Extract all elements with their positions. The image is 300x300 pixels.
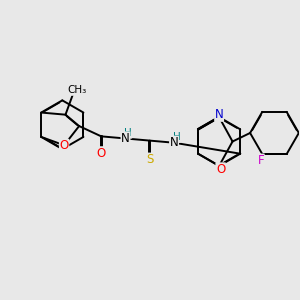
- Text: H: H: [124, 128, 132, 138]
- Text: O: O: [216, 163, 225, 176]
- Text: CH₃: CH₃: [67, 85, 86, 95]
- Text: H: H: [172, 132, 180, 142]
- Text: N: N: [215, 108, 224, 121]
- Text: O: O: [97, 147, 106, 160]
- Text: F: F: [257, 154, 264, 167]
- Text: O: O: [59, 140, 69, 152]
- Text: S: S: [146, 153, 154, 166]
- Text: N: N: [121, 132, 130, 145]
- Text: N: N: [170, 136, 178, 149]
